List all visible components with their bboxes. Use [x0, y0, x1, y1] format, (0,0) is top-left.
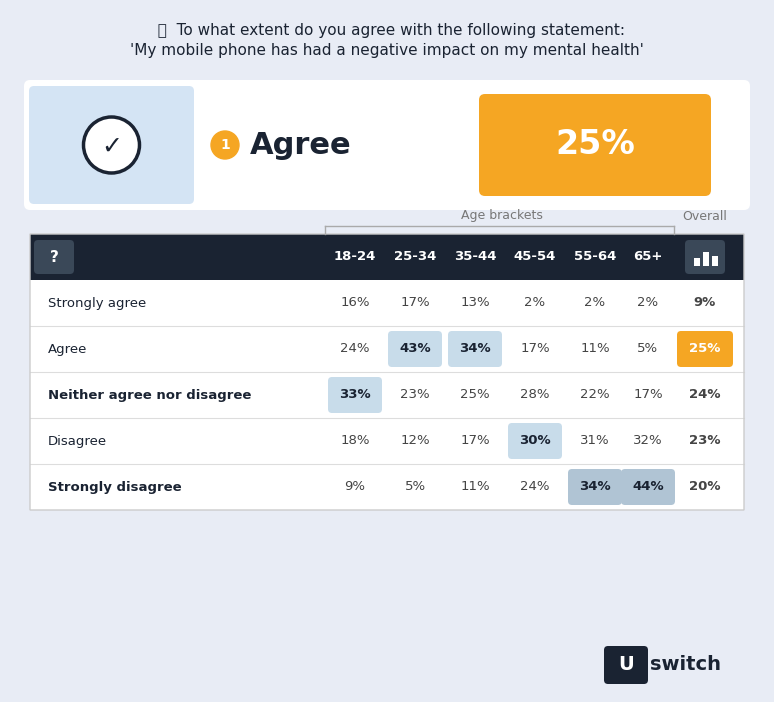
FancyBboxPatch shape — [479, 94, 711, 196]
Text: ?: ? — [50, 249, 59, 265]
Text: 17%: 17% — [633, 388, 663, 402]
Text: Agree: Agree — [250, 131, 351, 159]
Circle shape — [211, 131, 239, 159]
Text: 17%: 17% — [461, 435, 490, 447]
Text: 16%: 16% — [341, 296, 370, 310]
Text: 24%: 24% — [520, 480, 550, 494]
Bar — [712, 256, 718, 266]
Text: 9%: 9% — [344, 480, 365, 494]
Text: 43%: 43% — [399, 343, 431, 355]
Text: 5%: 5% — [638, 343, 659, 355]
Text: ❔  To what extent do you agree with the following statement:: ❔ To what extent do you agree with the f… — [149, 22, 625, 37]
Text: Age brackets: Age brackets — [461, 209, 543, 223]
Bar — [30, 234, 744, 280]
Text: 2%: 2% — [584, 296, 605, 310]
FancyBboxPatch shape — [677, 331, 733, 367]
Text: Agree: Agree — [48, 343, 87, 355]
FancyBboxPatch shape — [448, 331, 502, 367]
Text: 25-34: 25-34 — [394, 251, 437, 263]
Text: 18-24: 18-24 — [334, 251, 376, 263]
FancyBboxPatch shape — [34, 240, 74, 274]
Text: 25%: 25% — [690, 343, 721, 355]
Text: 34%: 34% — [459, 343, 491, 355]
Text: 35-44: 35-44 — [454, 251, 496, 263]
Bar — [30, 280, 744, 326]
Text: 23%: 23% — [690, 435, 721, 447]
Text: 2%: 2% — [638, 296, 659, 310]
Text: 9%: 9% — [694, 296, 716, 310]
Circle shape — [84, 117, 139, 173]
Text: 1: 1 — [220, 138, 230, 152]
Text: Neither agree nor disagree: Neither agree nor disagree — [48, 388, 252, 402]
Text: 24%: 24% — [690, 388, 721, 402]
Text: 11%: 11% — [580, 343, 610, 355]
Text: 32%: 32% — [633, 435, 663, 447]
FancyBboxPatch shape — [508, 423, 562, 459]
Text: 'My mobile phone has had a negative impact on my mental health': 'My mobile phone has had a negative impa… — [130, 44, 644, 58]
Text: 45-54: 45-54 — [514, 251, 557, 263]
FancyBboxPatch shape — [568, 469, 622, 505]
Bar — [694, 258, 700, 266]
Text: 44%: 44% — [632, 480, 664, 494]
Text: 34%: 34% — [579, 480, 611, 494]
FancyBboxPatch shape — [24, 80, 750, 210]
Text: 13%: 13% — [461, 296, 490, 310]
FancyBboxPatch shape — [388, 331, 442, 367]
Text: Overall: Overall — [683, 209, 728, 223]
Text: 28%: 28% — [520, 388, 550, 402]
Text: 23%: 23% — [400, 388, 430, 402]
FancyBboxPatch shape — [685, 240, 725, 274]
Text: 24%: 24% — [341, 343, 370, 355]
Text: switch: switch — [650, 656, 721, 675]
Text: ✓: ✓ — [101, 135, 122, 159]
Text: Disagree: Disagree — [48, 435, 107, 447]
Bar — [30, 464, 744, 510]
FancyBboxPatch shape — [621, 469, 675, 505]
Text: 20%: 20% — [690, 480, 721, 494]
Text: 11%: 11% — [461, 480, 490, 494]
Text: 25%: 25% — [555, 128, 635, 161]
Text: 17%: 17% — [520, 343, 550, 355]
FancyBboxPatch shape — [29, 86, 194, 204]
Text: Strongly agree: Strongly agree — [48, 296, 146, 310]
Text: U: U — [618, 656, 634, 675]
FancyBboxPatch shape — [328, 377, 382, 413]
Bar — [30, 326, 744, 372]
Bar — [30, 372, 744, 418]
Text: 65+: 65+ — [633, 251, 663, 263]
Text: Strongly disagree: Strongly disagree — [48, 480, 182, 494]
Text: 55-64: 55-64 — [574, 251, 616, 263]
Text: 5%: 5% — [405, 480, 426, 494]
Text: 22%: 22% — [580, 388, 610, 402]
Text: 2%: 2% — [525, 296, 546, 310]
Text: 17%: 17% — [400, 296, 430, 310]
Bar — [703, 252, 709, 266]
Text: 33%: 33% — [339, 388, 371, 402]
Text: 25%: 25% — [461, 388, 490, 402]
Text: 18%: 18% — [341, 435, 370, 447]
Text: 12%: 12% — [400, 435, 430, 447]
FancyBboxPatch shape — [604, 646, 648, 684]
Bar — [30, 418, 744, 464]
Text: 31%: 31% — [580, 435, 610, 447]
Text: 30%: 30% — [519, 435, 551, 447]
